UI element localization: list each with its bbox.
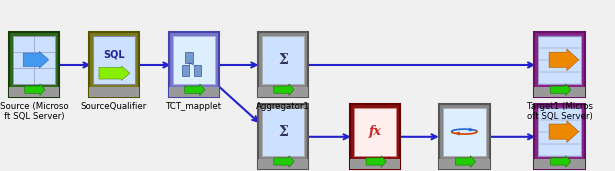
Polygon shape	[99, 66, 130, 81]
Bar	[539, 36, 581, 84]
Bar	[258, 32, 308, 97]
Bar	[262, 36, 304, 84]
Bar	[443, 108, 485, 156]
Bar	[258, 104, 308, 169]
Polygon shape	[550, 156, 571, 167]
Bar	[185, 52, 193, 63]
Text: Σ: Σ	[278, 53, 288, 67]
Polygon shape	[274, 84, 294, 96]
Polygon shape	[455, 156, 475, 167]
Bar	[9, 32, 59, 97]
Bar	[350, 159, 400, 169]
Bar	[169, 32, 219, 97]
Bar	[534, 32, 585, 97]
Text: fx: fx	[369, 125, 381, 138]
Polygon shape	[184, 84, 205, 96]
Circle shape	[187, 57, 191, 58]
Bar	[13, 36, 55, 84]
Bar	[534, 87, 585, 97]
Bar	[258, 159, 308, 169]
Bar	[539, 108, 581, 156]
Bar	[350, 104, 400, 169]
Text: Target1 (Micros
oft SQL Server): Target1 (Micros oft SQL Server)	[526, 102, 593, 121]
Bar	[354, 108, 396, 156]
Bar	[439, 159, 490, 169]
Bar	[89, 87, 139, 97]
Text: Source (Microso
ft SQL Server): Source (Microso ft SQL Server)	[0, 102, 68, 121]
Bar	[534, 104, 585, 169]
Text: SQL: SQL	[103, 50, 125, 60]
Bar	[9, 87, 59, 97]
Bar	[181, 65, 189, 76]
Bar	[93, 36, 135, 84]
Bar	[439, 104, 490, 169]
Bar	[258, 87, 308, 97]
Text: TCT_mapplet: TCT_mapplet	[165, 102, 222, 111]
Polygon shape	[550, 84, 571, 96]
Text: Aggregator1: Aggregator1	[256, 102, 310, 111]
Bar	[173, 36, 215, 84]
Bar	[169, 87, 219, 97]
Bar	[534, 159, 585, 169]
Polygon shape	[549, 121, 579, 142]
Text: Σ: Σ	[278, 125, 288, 139]
Polygon shape	[25, 84, 45, 96]
Polygon shape	[274, 156, 294, 167]
Bar	[262, 108, 304, 156]
Bar	[194, 65, 201, 76]
Polygon shape	[23, 51, 49, 68]
Text: SourceQualifier: SourceQualifier	[81, 102, 147, 111]
Polygon shape	[549, 49, 579, 71]
Polygon shape	[366, 156, 386, 167]
Bar	[89, 32, 139, 97]
